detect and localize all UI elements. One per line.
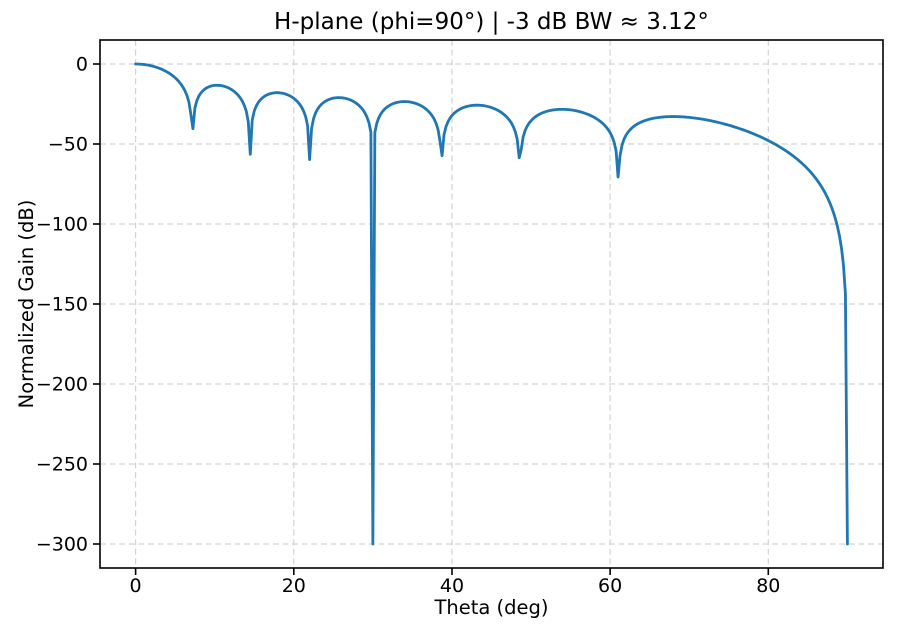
x-tick-label: 0 <box>130 575 142 597</box>
x-tick-label: 80 <box>756 575 780 597</box>
y-axis-label: Normalized Gain (dB) <box>15 200 38 409</box>
y-tick-label: 0 <box>76 54 88 76</box>
grid-layer <box>100 40 883 568</box>
y-tick-label: −150 <box>36 294 88 316</box>
y-tick-label: −200 <box>36 374 88 396</box>
x-axis-label: Theta (deg) <box>433 596 548 619</box>
chart-title: H-plane (phi=90°) | -3 dB BW ≈ 3.12° <box>274 9 709 35</box>
y-tick-label: −100 <box>36 214 88 236</box>
x-tick-label: 60 <box>598 575 622 597</box>
tick-layer: 0 20 40 60 80 0 −50 −100 −150 −200 −250 −300 <box>36 54 781 598</box>
x-tick-label: 40 <box>440 575 464 597</box>
gain-curve <box>134 62 849 546</box>
y-tick-label: −250 <box>36 454 88 476</box>
y-tick-label: −50 <box>48 134 88 156</box>
y-tick-label: −300 <box>36 534 88 556</box>
x-tick-label: 20 <box>282 575 306 597</box>
